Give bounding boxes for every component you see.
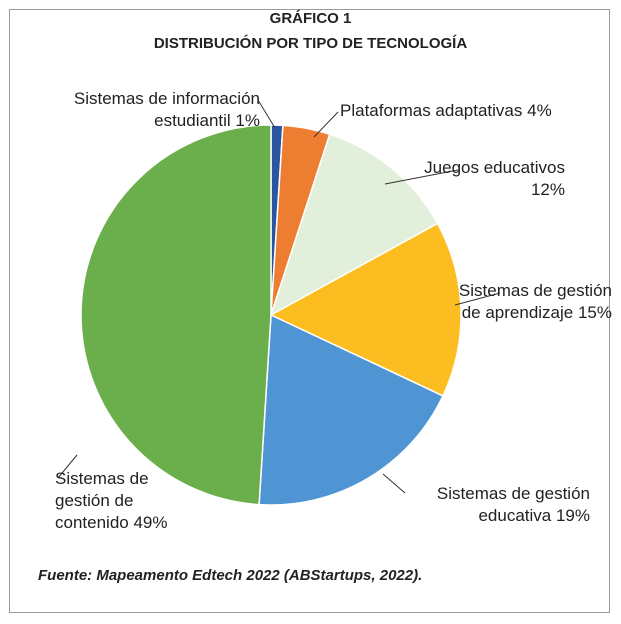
category-label: Sistemas de gestión de contenido: [55, 469, 149, 532]
leader-line: [454, 292, 501, 306]
slice-label: Sistemas de gestión educativa 19%: [400, 483, 590, 527]
category-label: Sistemas de gestión de aprendizaje: [458, 281, 612, 322]
value-label: 4%: [527, 101, 552, 120]
pie-slice: [80, 124, 272, 506]
slice-label: Plataformas adaptativas 4%: [340, 100, 610, 122]
category-label: Plataformas adaptativas: [340, 101, 523, 120]
category-label: Sistemas de gestión educativa: [436, 484, 590, 525]
leader-line: [257, 99, 276, 129]
leader-line: [382, 473, 406, 494]
category-label: Sistemas de información estudiantil: [73, 89, 260, 130]
source: Fuente: Mapeamento Edtech 2022 (ABStartu…: [38, 567, 423, 584]
pie-slice: [258, 313, 444, 506]
pie-slice: [269, 133, 439, 317]
value-label: 19%: [555, 506, 590, 525]
leader-line: [313, 111, 339, 138]
leader-line: [384, 169, 459, 185]
value-label: 15%: [577, 303, 612, 322]
frame: [9, 9, 610, 613]
pie-slice: [269, 222, 462, 397]
chart-title: GRÁFICO 1: [269, 10, 352, 27]
slice-label: Juegos educativos 12%: [405, 157, 565, 201]
slice-label: Sistemas de gestión de contenido 49%: [55, 468, 195, 534]
leader-line: [57, 454, 78, 479]
value-label: 49%: [133, 513, 168, 532]
chart-subtitle: DISTRIBUCIÓN POR TIPO DE TECNOLOGÍA: [153, 35, 468, 52]
slice-label: Sistemas de información estudiantil 1%: [20, 88, 260, 132]
category-label: Juegos educativos: [424, 158, 565, 177]
value-label: 1%: [235, 111, 260, 130]
value-label: 12%: [530, 180, 565, 199]
slice-label: Sistemas de gestión de aprendizaje 15%: [440, 280, 612, 324]
